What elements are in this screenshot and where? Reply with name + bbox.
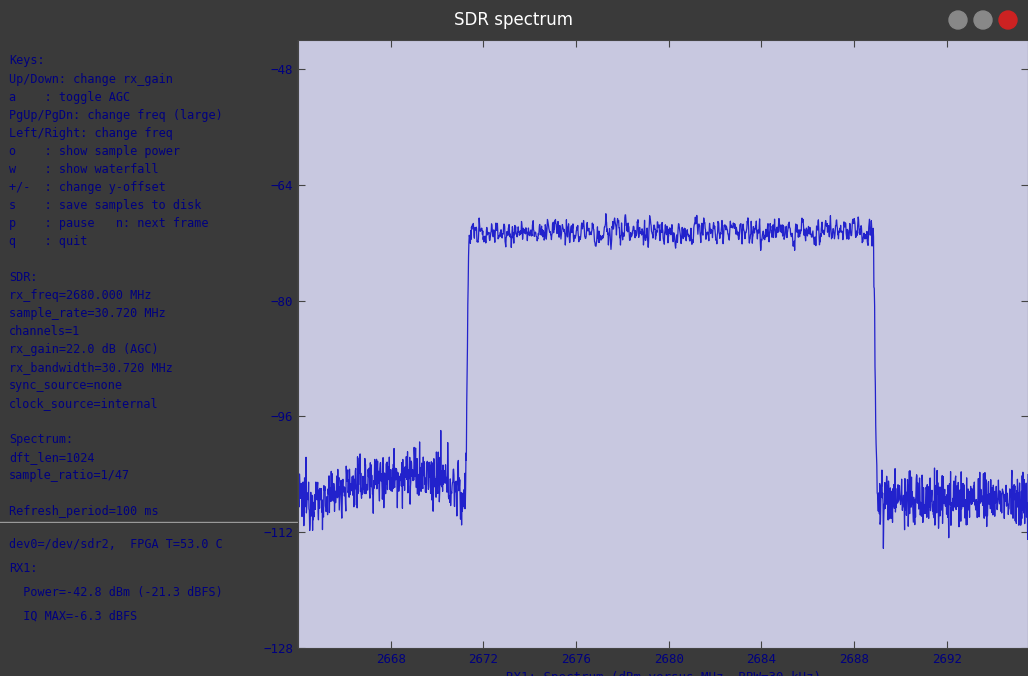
Circle shape [949,11,967,29]
Text: IQ MAX=-6.3 dBFS: IQ MAX=-6.3 dBFS [9,610,137,623]
Text: dft_len=1024: dft_len=1024 [9,451,95,464]
Text: q    : quit: q : quit [9,235,87,247]
Text: a    : toggle AGC: a : toggle AGC [9,91,131,103]
Text: rx_bandwidth=30.720 MHz: rx_bandwidth=30.720 MHz [9,361,173,374]
Text: SDR spectrum: SDR spectrum [454,11,574,29]
Circle shape [999,11,1017,29]
Text: w    : show waterfall: w : show waterfall [9,163,158,176]
Text: rx_freq=2680.000 MHz: rx_freq=2680.000 MHz [9,289,151,301]
Text: clock_source=internal: clock_source=internal [9,397,158,410]
Text: Up/Down: change rx_gain: Up/Down: change rx_gain [9,72,173,85]
Text: +/-  : change y-offset: +/- : change y-offset [9,180,166,193]
X-axis label: RX1: Spectrum (dBm versus MHz, RBW=30 kHz): RX1: Spectrum (dBm versus MHz, RBW=30 kH… [506,671,820,676]
Text: Spectrum:: Spectrum: [9,433,73,446]
Text: PgUp/PgDn: change freq (large): PgUp/PgDn: change freq (large) [9,109,223,122]
Text: sample_ratio=1/47: sample_ratio=1/47 [9,469,131,482]
Circle shape [974,11,992,29]
Text: SDR:: SDR: [9,270,37,284]
Text: p    : pause   n: next frame: p : pause n: next frame [9,217,209,230]
Text: Power=-42.8 dBm (-21.3 dBFS): Power=-42.8 dBm (-21.3 dBFS) [9,585,223,599]
Text: Left/Right: change freq: Left/Right: change freq [9,126,173,139]
Text: sample_rate=30.720 MHz: sample_rate=30.720 MHz [9,307,166,320]
Text: Refresh_period=100 ms: Refresh_period=100 ms [9,505,158,518]
Text: Keys:: Keys: [9,55,44,68]
Text: s    : save samples to disk: s : save samples to disk [9,199,201,212]
Text: o    : show sample power: o : show sample power [9,145,180,158]
Text: RX1:: RX1: [9,562,37,575]
Text: rx_gain=22.0 dB (AGC): rx_gain=22.0 dB (AGC) [9,343,158,356]
Text: dev0=/dev/sdr2,  FPGA T=53.0 C: dev0=/dev/sdr2, FPGA T=53.0 C [9,537,223,550]
Text: sync_source=none: sync_source=none [9,379,123,392]
Text: channels=1: channels=1 [9,324,80,338]
